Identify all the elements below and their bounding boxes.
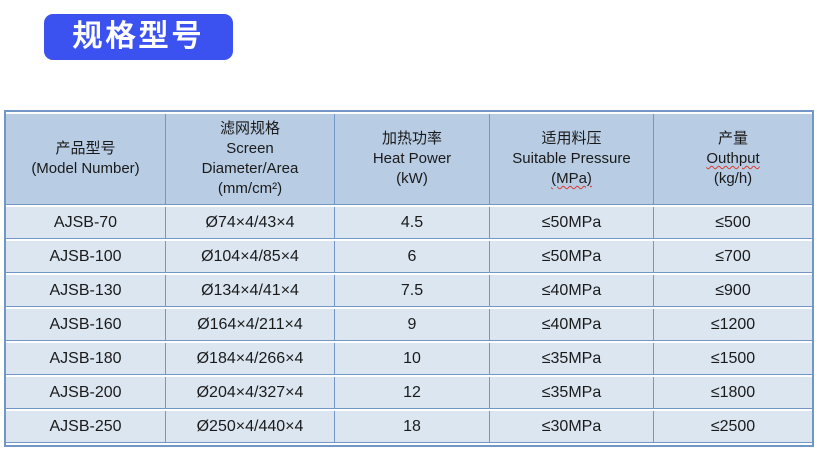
header-line-unit: (kW)	[396, 170, 428, 187]
cell-screen: Ø184×4/266×4	[166, 343, 335, 375]
cell-power: 18	[335, 411, 490, 443]
cell-pressure: ≤35MPa	[490, 343, 654, 375]
cell-model: AJSB-180	[6, 343, 166, 375]
col-header-screen: 滤网规格 Screen Diameter/Area (mm/cm²)	[166, 114, 335, 205]
cell-power: 10	[335, 343, 490, 375]
header-line-unit: (kg/h)	[713, 170, 753, 187]
cell-screen: Ø74×4/43×4	[166, 207, 335, 239]
cell-screen: Ø104×4/85×4	[166, 241, 335, 273]
cell-model: AJSB-160	[6, 309, 166, 341]
header-line-en: Heat Power	[372, 150, 452, 167]
cell-pressure: ≤50MPa	[490, 241, 654, 273]
header-line-en: Diameter/Area	[201, 160, 299, 177]
cell-model: AJSB-100	[6, 241, 166, 273]
cell-output: ≤700	[654, 241, 812, 273]
header-line-en: Screen	[226, 140, 274, 157]
cell-model: AJSB-130	[6, 275, 166, 307]
header-line-zh: 产量	[717, 130, 748, 147]
cell-output: ≤2500	[654, 411, 812, 443]
cell-output: ≤500	[654, 207, 812, 239]
section-title: 规格型号	[72, 20, 205, 53]
cell-pressure: ≤40MPa	[490, 275, 654, 307]
cell-screen: Ø134×4/41×4	[166, 275, 335, 307]
cell-power: 12	[335, 377, 490, 409]
col-header-output: 产量 Outhput (kg/h)	[654, 114, 812, 205]
cell-pressure: ≤35MPa	[490, 377, 654, 409]
spec-table: 产品型号 (Model Number) 滤网规格 Screen Diameter…	[4, 110, 814, 447]
header-line-unit: (MPa)	[551, 170, 592, 187]
header-line-en: Outhput	[706, 150, 760, 167]
cell-screen: Ø250×4/440×4	[166, 411, 335, 443]
cell-model: AJSB-70	[6, 207, 166, 239]
header-line-zh: 加热功率	[381, 130, 442, 147]
header-line-en: Suitable Pressure	[512, 150, 631, 167]
header-row: 产品型号 (Model Number) 滤网规格 Screen Diameter…	[6, 114, 812, 205]
table-row: AJSB-70 Ø74×4/43×4 4.5 ≤50MPa ≤500	[6, 207, 812, 239]
header-line-zh: 适用料压	[541, 130, 602, 147]
header-line-en: (Model Number)	[31, 160, 140, 177]
cell-power: 7.5	[335, 275, 490, 307]
table-row: AJSB-180 Ø184×4/266×4 10 ≤35MPa ≤1500	[6, 343, 812, 375]
cell-output: ≤1500	[654, 343, 812, 375]
table-row: AJSB-130 Ø134×4/41×4 7.5 ≤40MPa ≤900	[6, 275, 812, 307]
section-title-badge: 规格型号	[44, 14, 233, 60]
col-header-model: 产品型号 (Model Number)	[6, 114, 166, 205]
header-line-zh: 产品型号	[55, 140, 116, 157]
cell-screen: Ø164×4/211×4	[166, 309, 335, 341]
cell-screen: Ø204×4/327×4	[166, 377, 335, 409]
cell-model: AJSB-200	[6, 377, 166, 409]
table-row: AJSB-160 Ø164×4/211×4 9 ≤40MPa ≤1200	[6, 309, 812, 341]
header-line-zh: 滤网规格	[219, 120, 280, 137]
table-row: AJSB-100 Ø104×4/85×4 6 ≤50MPa ≤700	[6, 241, 812, 273]
header-line-unit: (mm/cm²)	[217, 180, 283, 197]
cell-power: 4.5	[335, 207, 490, 239]
table-row: AJSB-200 Ø204×4/327×4 12 ≤35MPa ≤1800	[6, 377, 812, 409]
col-header-pressure: 适用料压 Suitable Pressure (MPa)	[490, 114, 654, 205]
cell-output: ≤1200	[654, 309, 812, 341]
cell-power: 9	[335, 309, 490, 341]
cell-pressure: ≤50MPa	[490, 207, 654, 239]
cell-model: AJSB-250	[6, 411, 166, 443]
col-header-heat-power: 加热功率 Heat Power (kW)	[335, 114, 490, 205]
cell-pressure: ≤30MPa	[490, 411, 654, 443]
cell-output: ≤900	[654, 275, 812, 307]
cell-power: 6	[335, 241, 490, 273]
cell-output: ≤1800	[654, 377, 812, 409]
cell-pressure: ≤40MPa	[490, 309, 654, 341]
table-row: AJSB-250 Ø250×4/440×4 18 ≤30MPa ≤2500	[6, 411, 812, 443]
